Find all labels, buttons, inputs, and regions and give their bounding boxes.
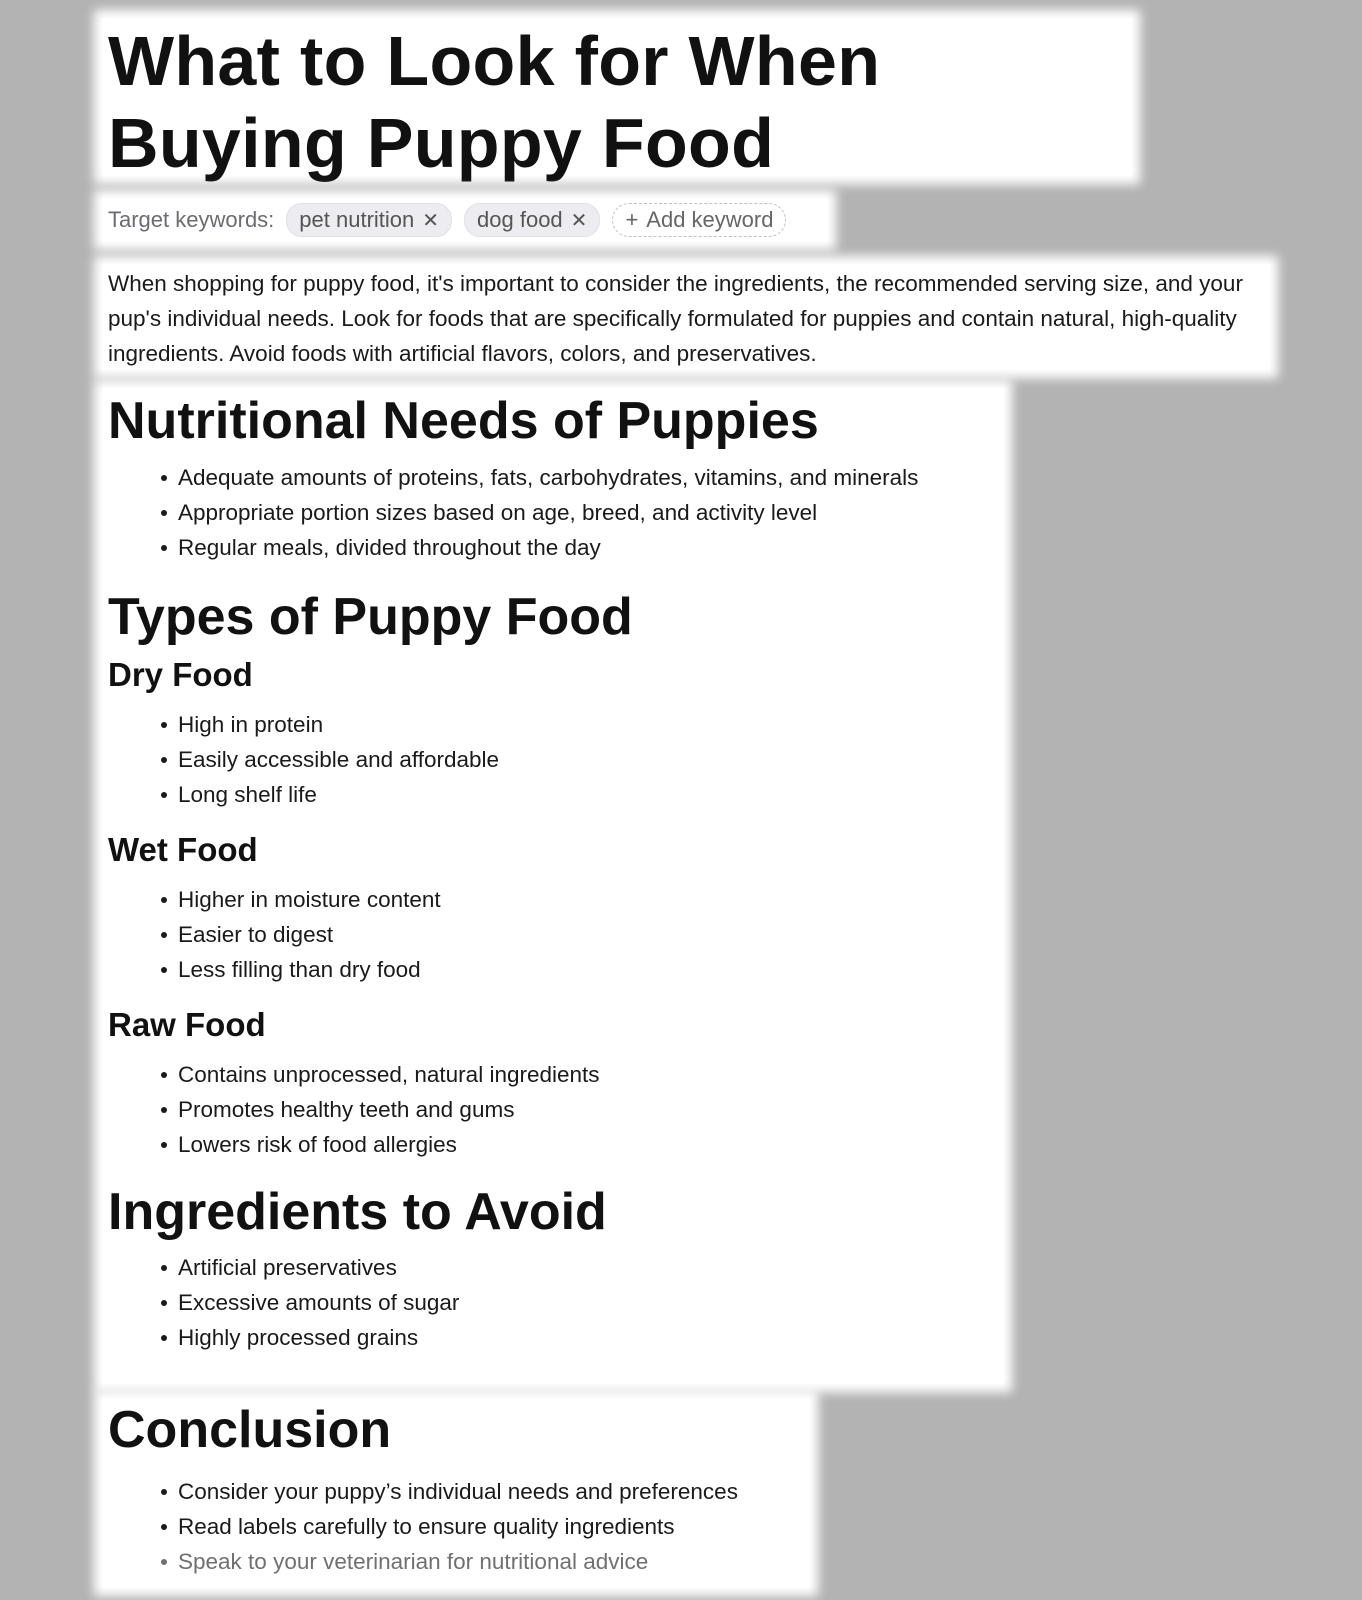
list-item: Higher in moisture content xyxy=(161,882,1004,917)
list-item: Long shelf life xyxy=(161,777,1004,812)
list-item: Less filling than dry food xyxy=(161,952,1004,987)
heading-wet-food: Wet Food xyxy=(108,831,258,868)
raw-food-list: Contains unprocessed, natural ingredient… xyxy=(108,1057,1004,1162)
page-title: What to Look for When Buying Puppy Food xyxy=(108,22,881,182)
list-item: Highly processed grains xyxy=(161,1320,1004,1355)
heading-types: Types of Puppy Food xyxy=(108,588,633,646)
heading-dry-food: Dry Food xyxy=(108,656,253,693)
list-item: Regular meals, divided throughout the da… xyxy=(161,530,1004,565)
keywords-label: Target keywords: xyxy=(108,207,275,232)
keyword-chip: pet nutrition ✕ xyxy=(286,203,453,237)
list-item: Speak to your veterinarian for nutrition… xyxy=(161,1544,810,1579)
list-item: Read labels carefully to ensure quality … xyxy=(161,1509,810,1544)
plus-icon: + xyxy=(625,207,639,232)
heading-nutrition: Nutritional Needs of Puppies xyxy=(108,392,819,450)
list-item: Adequate amounts of proteins, fats, carb… xyxy=(161,460,1004,495)
list-item: High in protein xyxy=(161,707,1004,742)
list-item: Lowers risk of food allergies xyxy=(161,1127,1004,1162)
keywords-block: Target keywords: pet nutrition ✕ dog food… xyxy=(102,198,828,242)
conclusion-block: Conclusion Consider your puppy’s individ… xyxy=(102,1398,810,1588)
list-item: Contains unprocessed, natural ingredient… xyxy=(161,1057,1004,1092)
main-content-block: Nutritional Needs of Puppies Adequate am… xyxy=(102,388,1004,1384)
list-item: Consider your puppy’s individual needs a… xyxy=(161,1474,810,1509)
list-item: Excessive amounts of sugar xyxy=(161,1285,1004,1320)
title-block: What to Look for When Buying Puppy Food xyxy=(102,18,1132,182)
list-item: Promotes healthy teeth and gums xyxy=(161,1092,1004,1127)
heading-avoid: Ingredients to Avoid xyxy=(108,1183,607,1241)
avoid-list: Artificial preservatives Excessive amoun… xyxy=(108,1250,1004,1355)
list-item: Easier to digest xyxy=(161,917,1004,952)
remove-keyword-icon[interactable]: ✕ xyxy=(570,209,588,232)
list-item: Appropriate portion sizes based on age, … xyxy=(161,495,1004,530)
add-keyword-button[interactable]: + Add keyword xyxy=(612,203,787,237)
intro-paragraph: When shopping for puppy food, it's impor… xyxy=(108,271,1243,366)
heading-conclusion: Conclusion xyxy=(108,1401,392,1459)
keyword-chip: dog food ✕ xyxy=(464,203,601,237)
nutrition-list: Adequate amounts of proteins, fats, carb… xyxy=(108,460,1004,565)
list-item: Easily accessible and affordable xyxy=(161,742,1004,777)
wet-food-list: Higher in moisture content Easier to dig… xyxy=(108,882,1004,987)
remove-keyword-icon[interactable]: ✕ xyxy=(422,209,440,232)
list-item: Artificial preservatives xyxy=(161,1250,1004,1285)
dry-food-list: High in protein Easily accessible and af… xyxy=(108,707,1004,812)
intro-block: When shopping for puppy food, it's impor… xyxy=(102,264,1270,370)
heading-raw-food: Raw Food xyxy=(108,1006,266,1043)
conclusion-list: Consider your puppy’s individual needs a… xyxy=(108,1474,810,1579)
